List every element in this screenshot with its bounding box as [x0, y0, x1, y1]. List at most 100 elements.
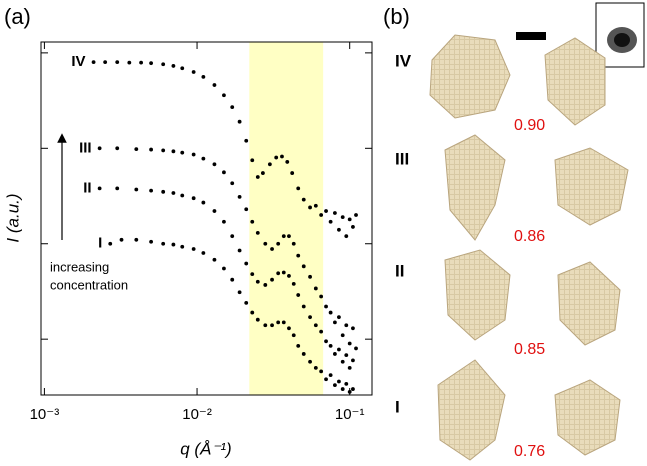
data-point: [296, 293, 301, 297]
data-point: [276, 320, 281, 325]
annotation: concentration: [50, 277, 128, 292]
data-point: [313, 286, 318, 291]
data-point: [237, 248, 242, 253]
data-point: [287, 274, 291, 278]
data-point: [191, 70, 196, 74]
data-point: [324, 209, 328, 213]
data-point: [91, 60, 96, 65]
data-point: [103, 60, 108, 65]
data-point: [171, 191, 176, 195]
x-tick-label: 10⁻²: [182, 406, 212, 423]
series-label: II: [83, 179, 91, 196]
row-value: 0.76: [514, 443, 545, 460]
inset-core: [614, 33, 630, 47]
data-point: [301, 264, 306, 269]
data-point: [115, 60, 120, 65]
data-point: [308, 315, 312, 320]
scale-bar: [516, 32, 546, 40]
model: [557, 261, 621, 346]
data-point: [171, 242, 176, 247]
data-point: [212, 209, 217, 213]
data-point: [161, 189, 166, 194]
data-point: [212, 162, 217, 167]
data-point: [201, 200, 206, 205]
data-point: [274, 155, 279, 160]
data-point: [230, 181, 235, 186]
data-point: [97, 146, 102, 151]
x-axis-label: q (Å⁻¹): [180, 439, 231, 458]
data-point: [324, 377, 328, 382]
data-point: [222, 170, 226, 175]
data-point: [344, 353, 349, 358]
data-point: [222, 93, 226, 98]
row-label: IV: [395, 51, 412, 70]
data-point: [301, 304, 306, 309]
data-point: [351, 225, 355, 229]
data-point: [191, 152, 196, 157]
data-point: [171, 64, 176, 68]
data-point: [191, 196, 196, 201]
data-point: [276, 241, 281, 246]
data-point: [270, 277, 274, 282]
data-point: [244, 261, 249, 266]
x-tick-label: 10⁻³: [30, 406, 60, 423]
data-point: [281, 234, 286, 239]
data-point: [337, 227, 341, 232]
data-point: [237, 194, 242, 199]
data-point: [328, 219, 333, 224]
data-point: [296, 186, 301, 191]
data-point: [230, 277, 235, 282]
data-point: [344, 381, 349, 386]
data-point: [281, 270, 286, 275]
data-point: [328, 344, 333, 348]
data-point: [313, 365, 318, 370]
data-point: [263, 241, 268, 246]
data-point: [267, 162, 272, 167]
data-point: [149, 188, 153, 193]
series-label: I: [98, 235, 102, 252]
data-point: [347, 341, 352, 346]
data-point: [255, 279, 260, 284]
data-point: [337, 315, 341, 320]
data-point: [134, 237, 139, 242]
data-point: [250, 158, 255, 163]
data-point: [134, 187, 139, 192]
shaded-region: [249, 42, 324, 395]
data-point: [119, 237, 124, 242]
data-point: [244, 300, 249, 305]
data-point: [161, 62, 166, 67]
model: [554, 147, 629, 226]
data-point: [263, 323, 268, 328]
data-point: [255, 317, 260, 322]
data-point: [333, 211, 337, 215]
data-point: [201, 75, 206, 79]
data-point: [280, 154, 284, 159]
data-point: [134, 147, 139, 152]
series-label: III: [79, 139, 92, 156]
data-point: [340, 333, 345, 338]
data-point: [347, 390, 352, 394]
data-point: [127, 60, 132, 65]
data-point: [191, 247, 196, 251]
data-point: [260, 171, 265, 175]
data-point: [290, 171, 295, 175]
data-point: [333, 383, 337, 388]
data-point: [250, 272, 255, 277]
data-point: [149, 147, 153, 152]
data-point: [296, 344, 301, 348]
data-point: [180, 150, 185, 155]
row-label: II: [395, 261, 404, 280]
data-point: [291, 281, 296, 286]
panel-label: (a): [4, 4, 31, 29]
row-label: I: [395, 397, 400, 416]
data-point: [354, 213, 358, 217]
data-point: [313, 323, 318, 328]
model: [444, 249, 511, 341]
data-point: [255, 230, 260, 235]
row-value: 0.86: [514, 228, 545, 245]
data-point: [347, 365, 352, 370]
model: [444, 134, 506, 241]
data-point: [115, 186, 120, 191]
annotation: increasing: [50, 259, 109, 274]
